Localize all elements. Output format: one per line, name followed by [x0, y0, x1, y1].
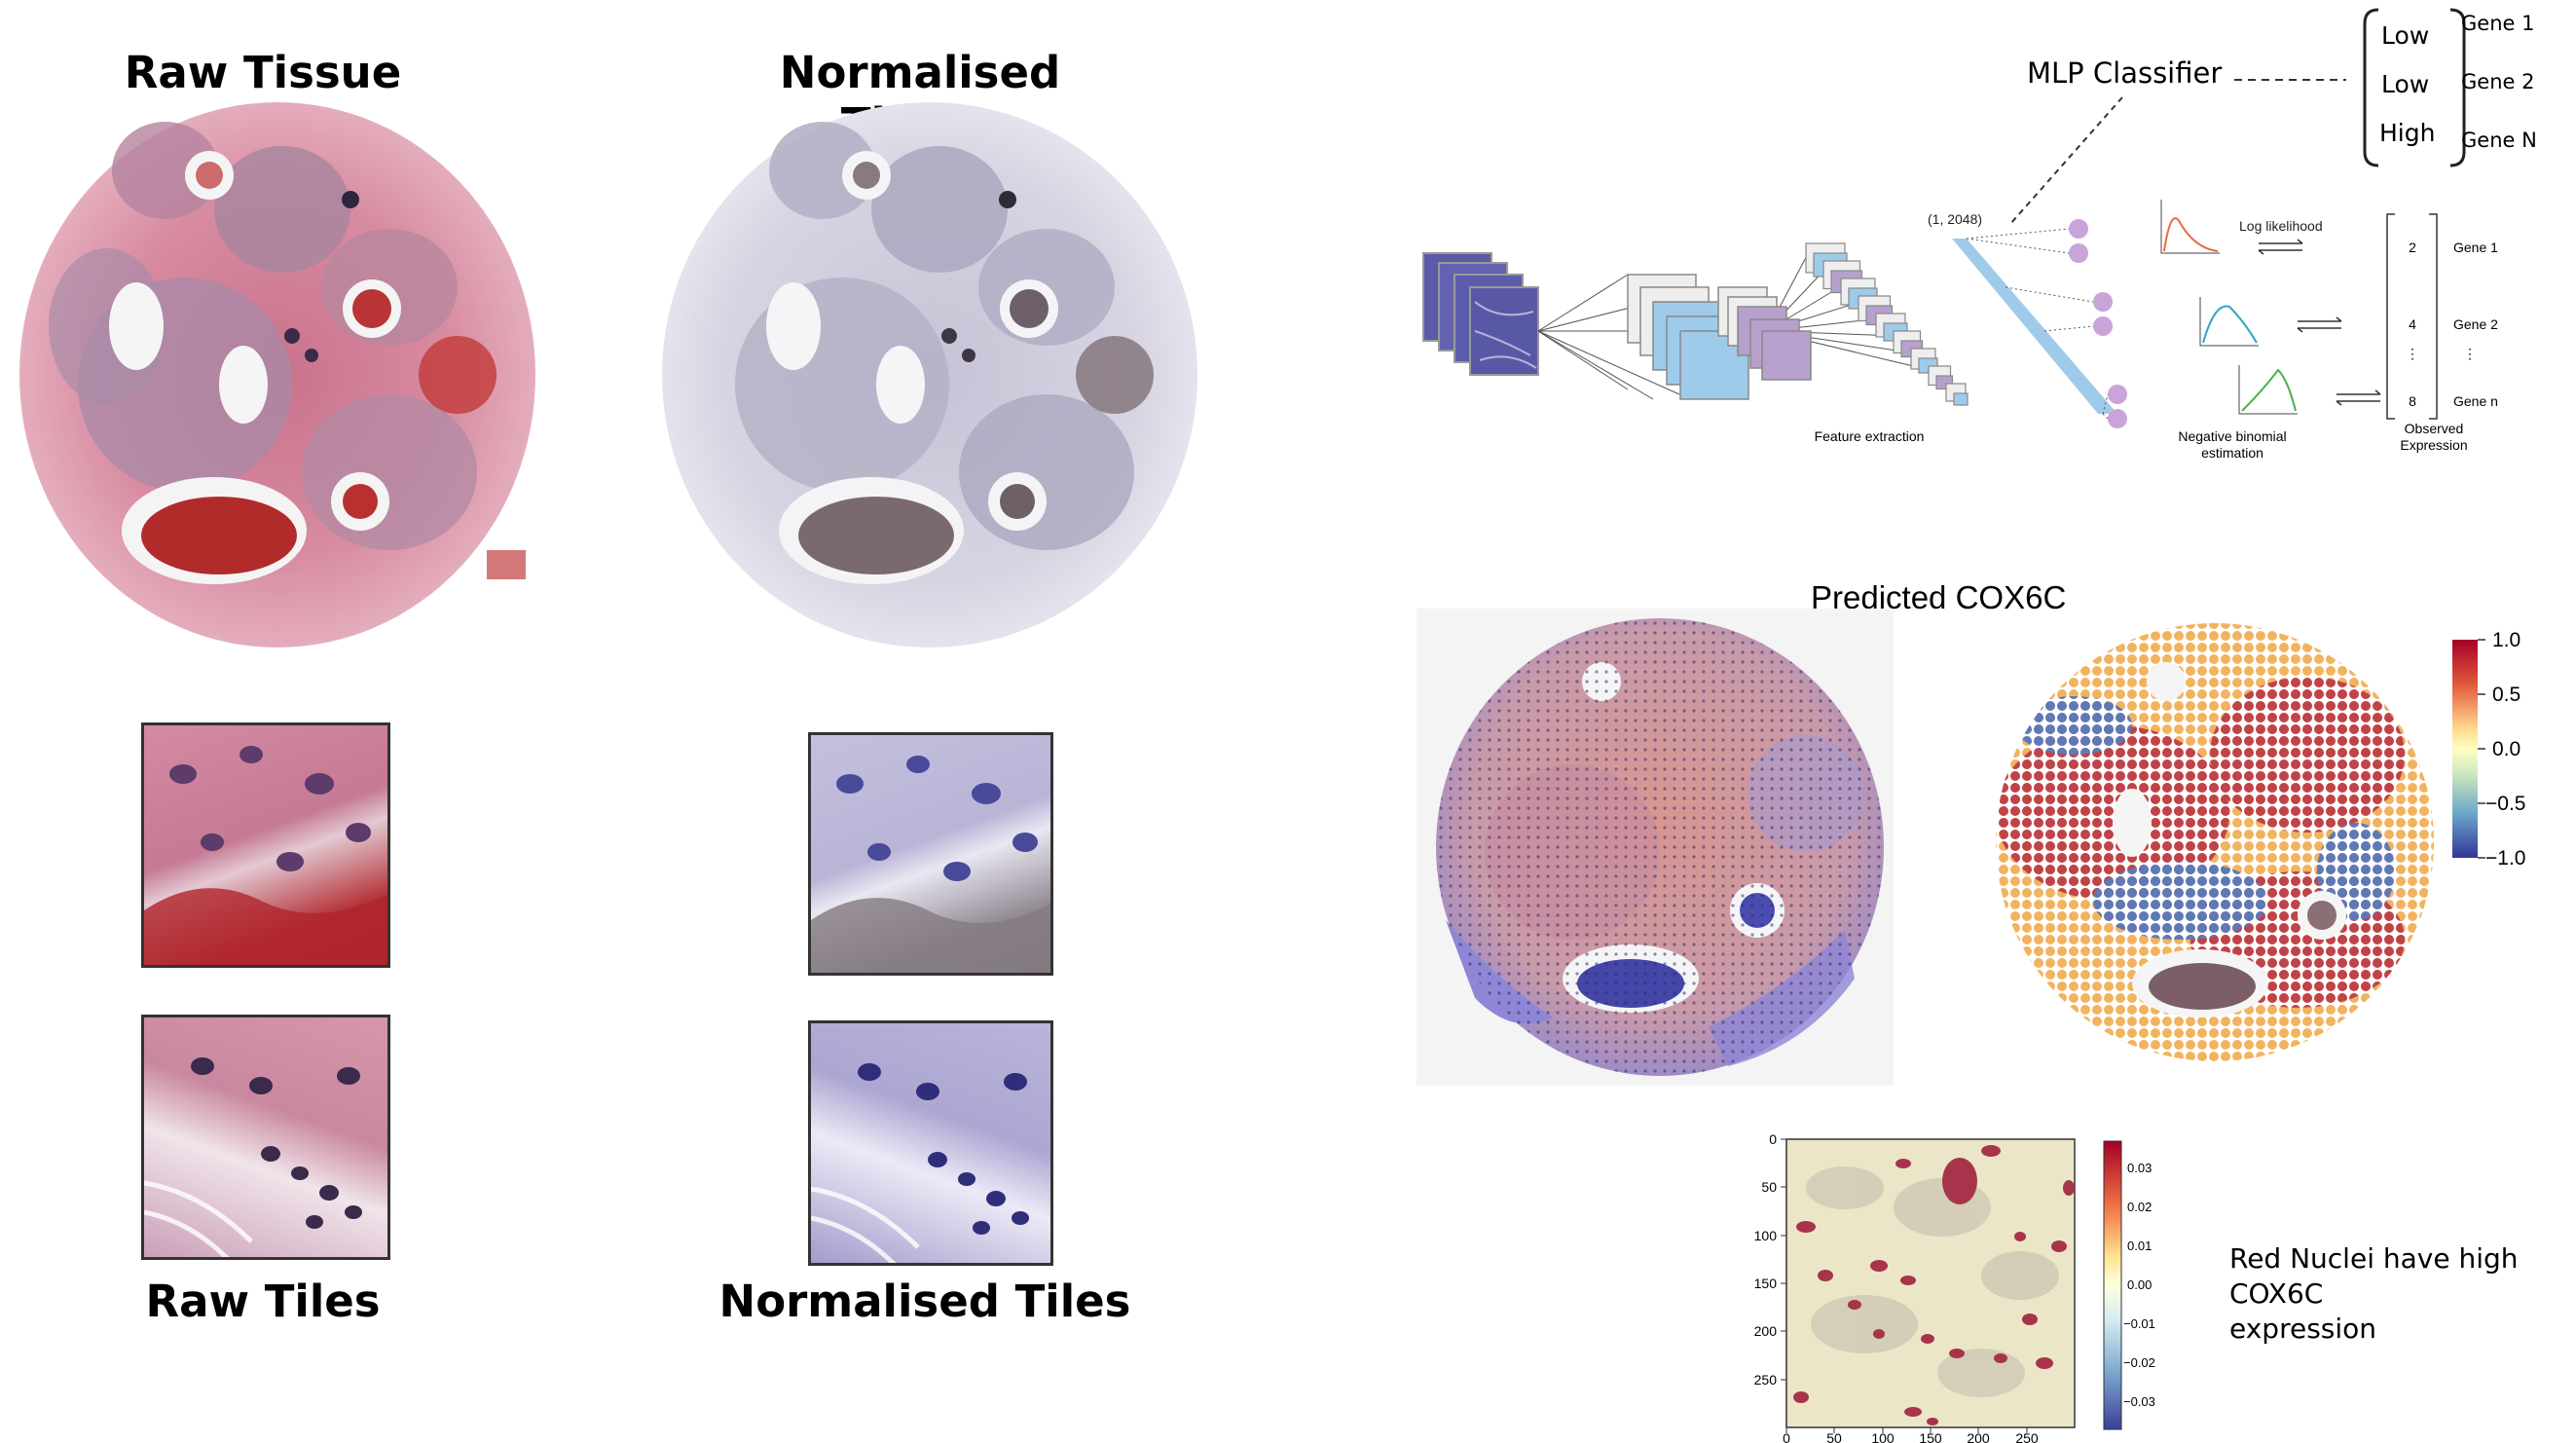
heatmap-y-tick-4: 200 [1754, 1323, 1778, 1339]
observed-bracket-left [2386, 213, 2395, 420]
count-vdots: ⋮ [2406, 346, 2419, 361]
conv-blocks [1627, 274, 1812, 400]
mlp-classifier-label: MLP Classifier [2027, 56, 2223, 90]
pred-cbar-tick-2: 0.0 [2492, 738, 2521, 760]
nuclei-caption-line-1: Red Nuclei have high COX6C [2229, 1242, 2519, 1310]
heatmap-x-tick-2: 100 [1871, 1430, 1895, 1443]
network-diagram: (1, 2048) Log likelihood 2 4 ⋮ 8 Gene 1 … [1422, 200, 2498, 461]
heatmap-cbar-tick-5: −0.02 [2123, 1355, 2155, 1370]
pred-cbar-tick-0: 1.0 [2492, 629, 2521, 651]
nuclei-caption-line-2: expression [2229, 1313, 2377, 1345]
predicted-overlay-tissue [1417, 609, 1894, 1086]
nb-distribution-1 [2160, 200, 2220, 254]
mlp-connectors [2009, 79, 2346, 225]
observed-label-2: Expression [2400, 437, 2467, 453]
level-low-1: Low [2381, 21, 2430, 50]
feature-extraction-label: Feature extraction [1815, 428, 1925, 444]
level-high: High [2379, 119, 2436, 147]
log-likelihood-label: Log likelihood [2239, 218, 2323, 234]
shape-label: (1, 2048) [1928, 211, 1982, 227]
count-gene-2: Gene 2 [2453, 316, 2498, 332]
heatmap-y-tick-3: 150 [1754, 1276, 1778, 1291]
gene-label-n: Gene N [2461, 129, 2537, 152]
count-gene-vdots: ⋮ [2463, 346, 2477, 361]
heatmap-y-tick-1: 50 [1761, 1179, 1777, 1195]
predicted-heat-tissue [1996, 623, 2434, 1061]
nuclei-caption: Red Nuclei have high COX6C expression [2229, 1241, 2576, 1347]
nb-distribution-2 [2199, 297, 2259, 347]
dense-layer [1952, 239, 2117, 414]
count-value-1: 2 [2409, 240, 2416, 255]
heatmap-cbar-tick-0: 0.03 [2127, 1161, 2152, 1175]
gene-label-1: Gene 1 [2461, 12, 2535, 35]
input-tile-stack [1422, 252, 1539, 376]
heatmap-cbar-tick-4: −0.01 [2123, 1316, 2155, 1331]
raw-tissue-image [19, 102, 535, 648]
raw-tile-2 [141, 1015, 390, 1260]
normalised-tile-2-nuclei [811, 1063, 1029, 1263]
pred-cbar-tick-4: −1.0 [2485, 847, 2525, 870]
observed-label-1: Observed [2405, 421, 2464, 436]
nuclei-heatmap-plot: 0 50 100 150 200 250 0 50 100 150 200 25… [1754, 1131, 2155, 1443]
heatmap-x-tick-4: 200 [1967, 1430, 1990, 1443]
output-neurons [2069, 219, 2127, 428]
normalised-tile-1-nuclei [811, 756, 1050, 973]
nb-distribution-3 [2238, 365, 2298, 415]
normalised-tile-1 [808, 732, 1053, 976]
heatmap-cbar-tick-2: 0.01 [2127, 1239, 2152, 1253]
raw-tile-1-nuclei [144, 746, 387, 965]
normalised-tile-2 [808, 1020, 1053, 1266]
raw-tile-1 [141, 722, 390, 968]
levels-bracket [2363, 8, 2466, 167]
raw-tissue-title: Raw Tissue [124, 47, 402, 98]
heatmap-x-tick-5: 250 [2015, 1430, 2039, 1443]
heatmap-y-tick-0: 0 [1769, 1131, 1777, 1147]
count-value-2: 4 [2409, 316, 2416, 332]
prediction-colorbar: 1.0 0.5 0.0 −0.5 −1.0 [2452, 629, 2525, 870]
classifier-pointer-dashed [2009, 96, 2123, 225]
count-value-3: 8 [2409, 393, 2416, 409]
heatmap-y-tick-2: 100 [1754, 1228, 1778, 1243]
heatmap-red-nuclei [1793, 1145, 2075, 1425]
heatmap-y-tick-5: 250 [1754, 1372, 1778, 1388]
negative-binomial-label-1: Negative binomial [2178, 428, 2286, 444]
heatmap-cbar-tick-1: 0.02 [2127, 1200, 2152, 1214]
raw-tiles-title: Raw Tiles [145, 1276, 381, 1327]
equilibrium-arrows [2258, 239, 2381, 406]
feature-block-color [1953, 392, 1969, 406]
pred-cbar-tick-1: 0.5 [2492, 684, 2521, 706]
heatmap-cbar-tick-6: −0.03 [2123, 1394, 2155, 1409]
heatmap-cbar-tick-3: 0.00 [2127, 1277, 2152, 1292]
count-gene-n: Gene n [2453, 393, 2498, 409]
negative-binomial-label-2: estimation [2201, 445, 2263, 461]
normalised-tiles-title: Normalised Tiles [718, 1276, 1131, 1327]
heatmap-colorbar [2103, 1140, 2122, 1430]
pred-cbar-tick-3: −0.5 [2485, 793, 2525, 815]
heatmap-x-tick-3: 150 [1919, 1430, 1942, 1443]
dense-connections [1966, 228, 2109, 420]
normalised-tissue-image [662, 102, 1197, 648]
heatmap-x-tick-0: 0 [1783, 1430, 1790, 1443]
count-gene-1: Gene 1 [2453, 240, 2498, 255]
feature-blocks [1805, 242, 1969, 406]
raw-tile-2-nuclei [144, 1057, 362, 1257]
observed-bracket-right [2429, 213, 2438, 420]
heatmap-x-tick-1: 50 [1826, 1430, 1842, 1443]
gene-label-2: Gene 2 [2461, 70, 2535, 93]
level-low-2: Low [2381, 70, 2430, 98]
